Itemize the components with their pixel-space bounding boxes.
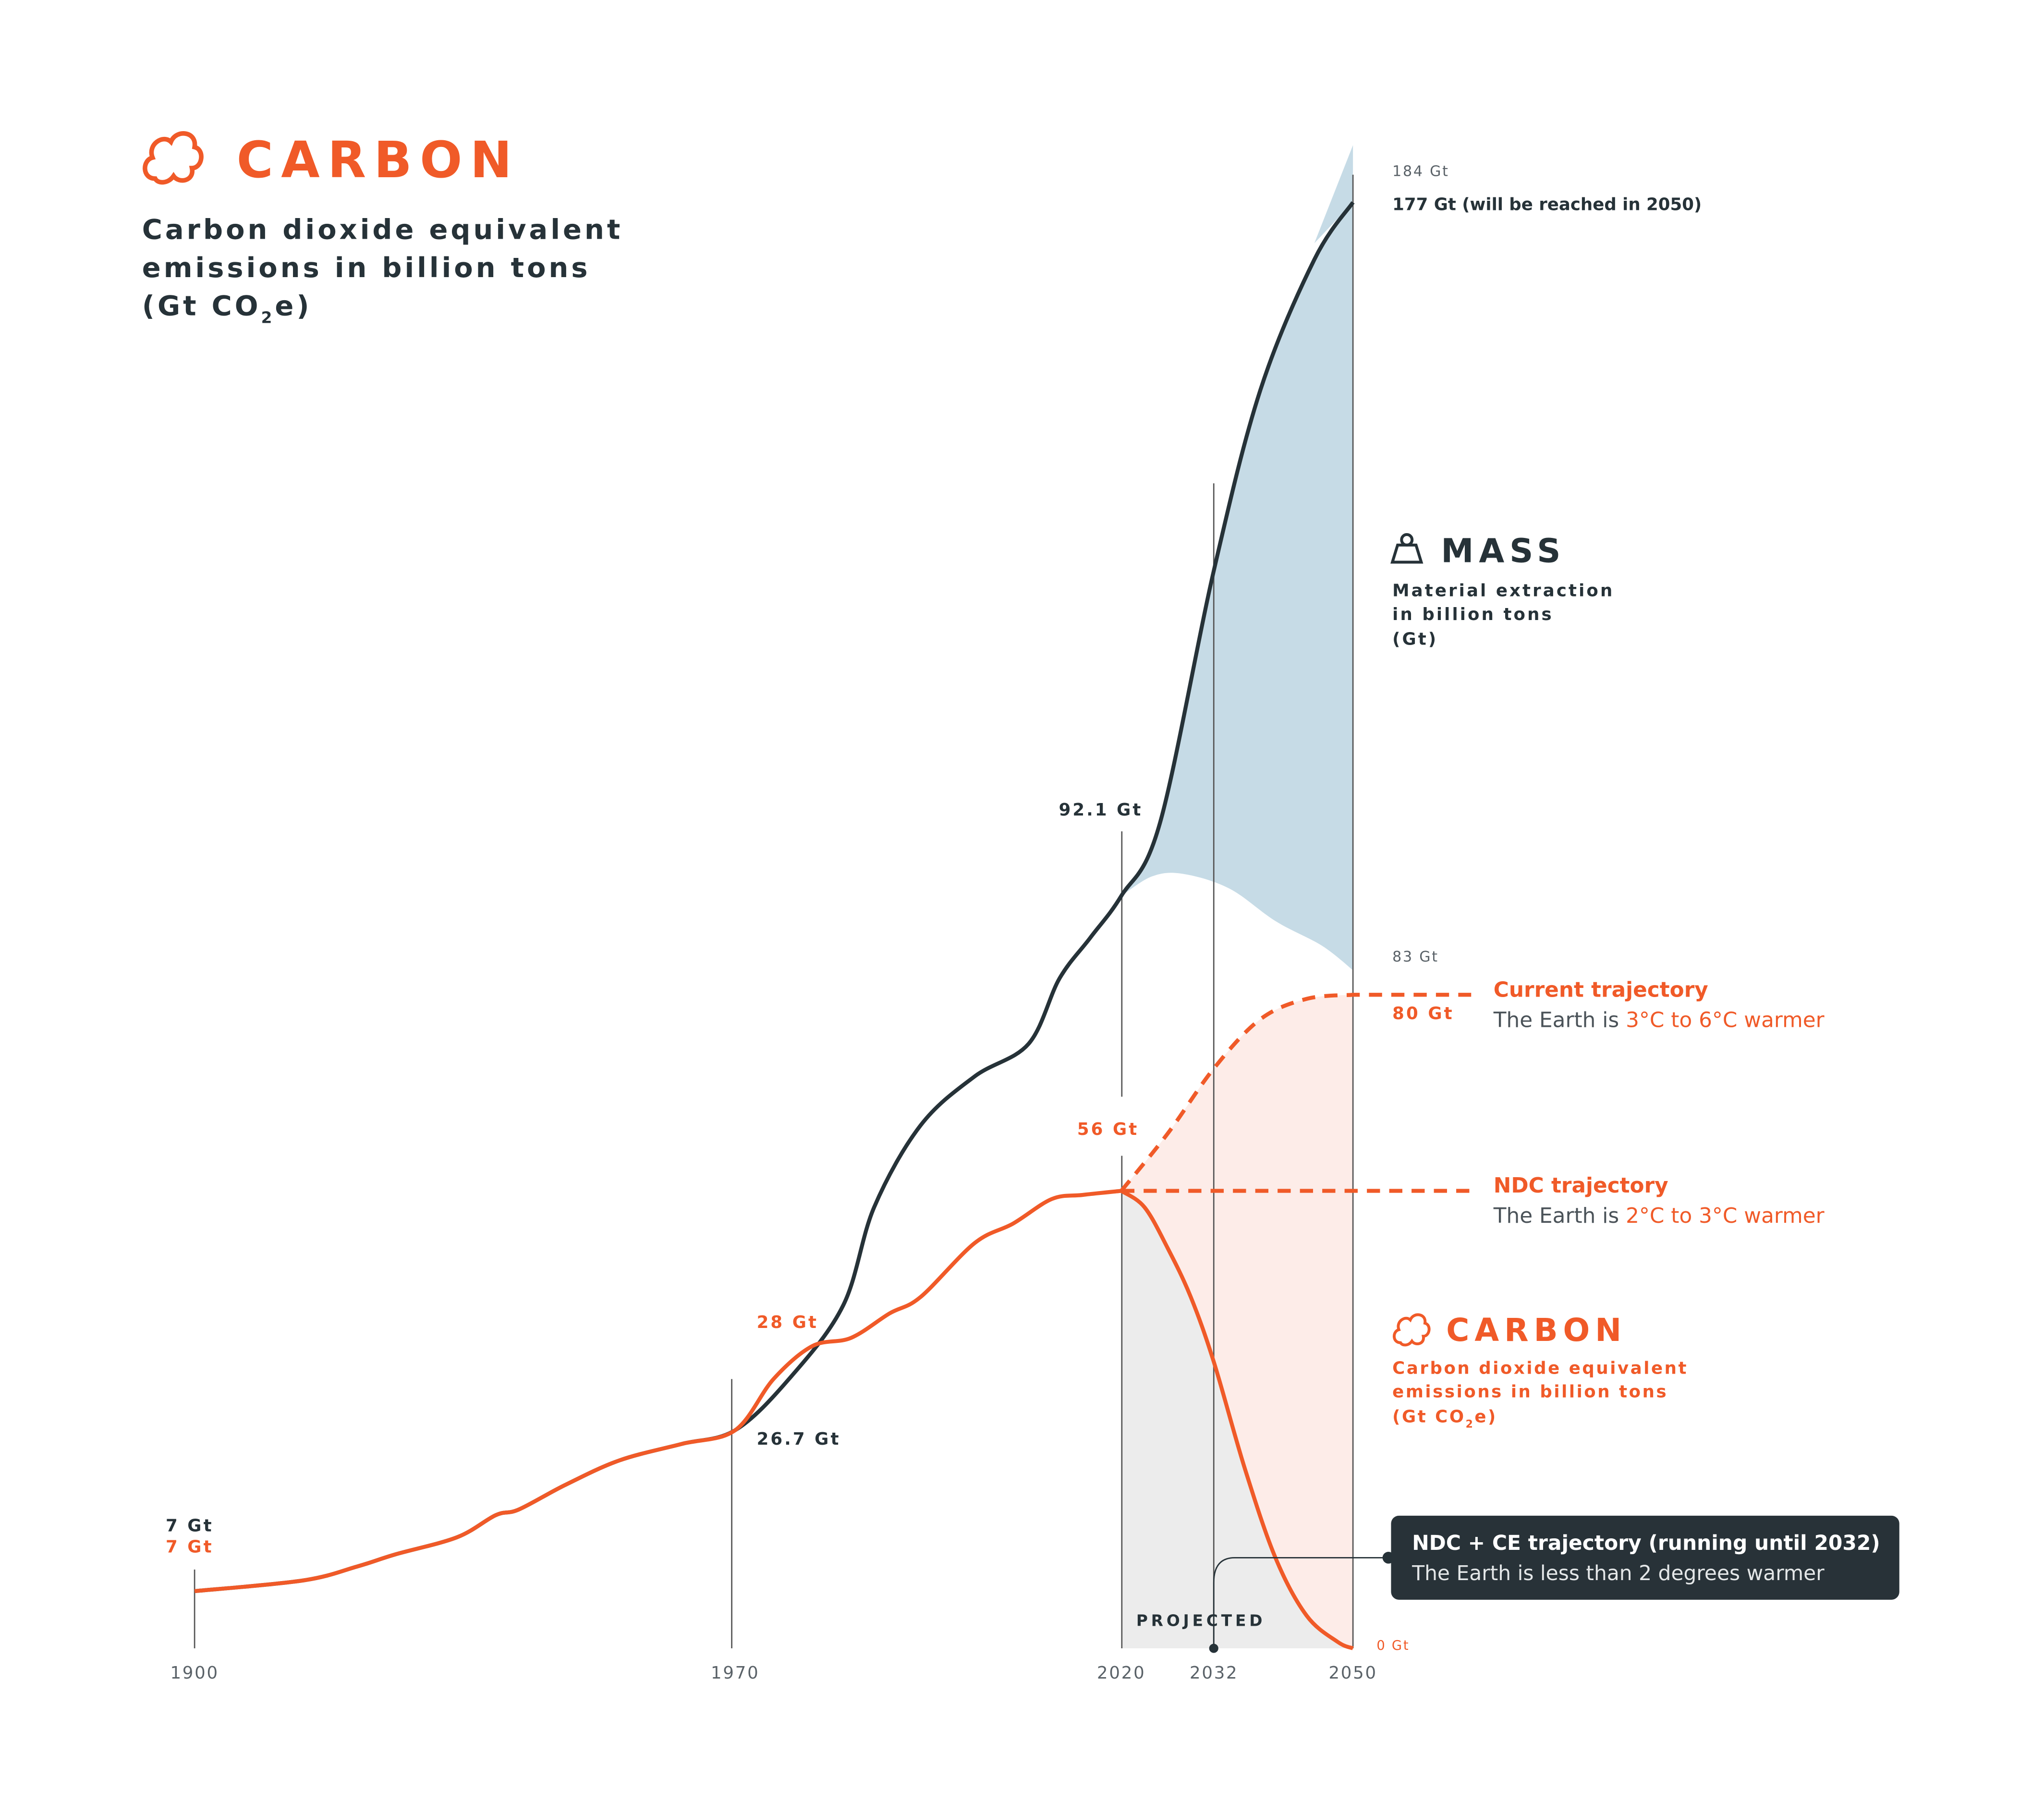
series-current-trajectory xyxy=(1119,993,1472,1193)
mass-line-3: (Gt) xyxy=(1392,630,1438,649)
label-83: 83 Gt xyxy=(1392,949,1439,965)
ndc-range: 2°C to 3°C warmer xyxy=(1626,1204,1825,1228)
carbon-gap-area xyxy=(1121,995,1353,1649)
x-tick-label: 1900 xyxy=(170,1663,219,1683)
ndc-ce-title: NDC + CE trajectory (running until 2032) xyxy=(1412,1531,1880,1555)
label-7-carbon: 7 Gt xyxy=(166,1537,214,1557)
label-28: 28 Gt xyxy=(757,1313,819,1332)
carbon-legend-line-3-b: e) xyxy=(1474,1407,1497,1427)
label-177: 177 Gt (will be reached in 2050) xyxy=(1392,195,1702,215)
current-prefix: The Earth is xyxy=(1493,1008,1626,1033)
carbon-legend-line-3: (Gt CO2e) xyxy=(1392,1407,1497,1431)
cloud-icon xyxy=(143,131,204,185)
label-26-7: 26.7 Gt xyxy=(757,1429,841,1449)
mass-title: MASS xyxy=(1441,532,1566,570)
carbon-legend-line-3-a: (Gt CO xyxy=(1392,1407,1465,1427)
current-range: 3°C to 6°C warmer xyxy=(1626,1008,1825,1033)
x-axis: 1900 1970 2020 2032 2050 xyxy=(170,1663,1377,1683)
area-layer xyxy=(1121,145,1353,1649)
carbon-legend-line-1: Carbon dioxide equivalent xyxy=(1392,1358,1688,1378)
subtitle-line-2: emissions in billion tons xyxy=(142,252,591,284)
x-tick-label: 2050 xyxy=(1328,1663,1377,1683)
ndc-ce-text: The Earth is less than 2 degrees warmer xyxy=(1411,1561,1825,1585)
current-trajectory-title: Current trajectory xyxy=(1494,978,1708,1002)
label-0: 0 Gt xyxy=(1376,1638,1410,1653)
carbon-legend-line-2: emissions in billion tons xyxy=(1392,1382,1668,1402)
current-trajectory-text: The Earth is 3°C to 6°C warmer xyxy=(1493,1008,1825,1033)
mass-line-1: Material extraction xyxy=(1392,581,1614,601)
subtitle-line-3-b: e) xyxy=(275,290,312,322)
page-title: CARBON xyxy=(237,131,520,189)
projected-area xyxy=(1121,1191,1353,1649)
mass-gap-area xyxy=(1121,145,1353,971)
label-92: 92.1 Gt xyxy=(1059,800,1143,820)
x-tick-label: 2020 xyxy=(1097,1663,1145,1683)
series-carbon-line xyxy=(194,1189,1122,1594)
x-tick-label: 1970 xyxy=(711,1663,759,1683)
label-7-mass: 7 Gt xyxy=(166,1516,214,1536)
projected-label: PROJECTED xyxy=(1136,1612,1265,1630)
mass-upper-sliver xyxy=(1314,145,1353,244)
vertical-guides xyxy=(194,174,1354,1649)
weight-icon xyxy=(1390,533,1424,564)
ndc-prefix: The Earth is xyxy=(1493,1204,1626,1228)
subscript: 2 xyxy=(261,309,275,327)
callout-connector xyxy=(1213,1557,1390,1649)
ndc-ce-callout xyxy=(1391,1515,1899,1600)
cloud-icon xyxy=(1393,1313,1431,1347)
subtitle-line-3-a: (Gt CO xyxy=(142,290,261,322)
label-56: 56 Gt xyxy=(1077,1120,1139,1139)
series-ndc-ce-trajectory xyxy=(1120,1189,1354,1650)
ndc-trajectory-text: The Earth is 2°C to 3°C warmer xyxy=(1493,1204,1825,1228)
anchor-dot-2032 xyxy=(1209,1644,1218,1653)
subtitle-line-1: Carbon dioxide equivalent xyxy=(142,214,623,246)
x-tick-label: 2032 xyxy=(1190,1663,1238,1683)
label-80: 80 Gt xyxy=(1392,1004,1454,1023)
label-184: 184 Gt xyxy=(1392,163,1449,180)
subtitle-line-3: (Gt CO2e) xyxy=(142,290,312,327)
ndc-trajectory-title: NDC trajectory xyxy=(1494,1173,1668,1198)
carbon-legend-title: CARBON xyxy=(1446,1312,1627,1349)
mass-line-2: in billion tons xyxy=(1392,605,1554,624)
subscript: 2 xyxy=(1466,1419,1475,1431)
line-layer xyxy=(194,201,1478,1650)
